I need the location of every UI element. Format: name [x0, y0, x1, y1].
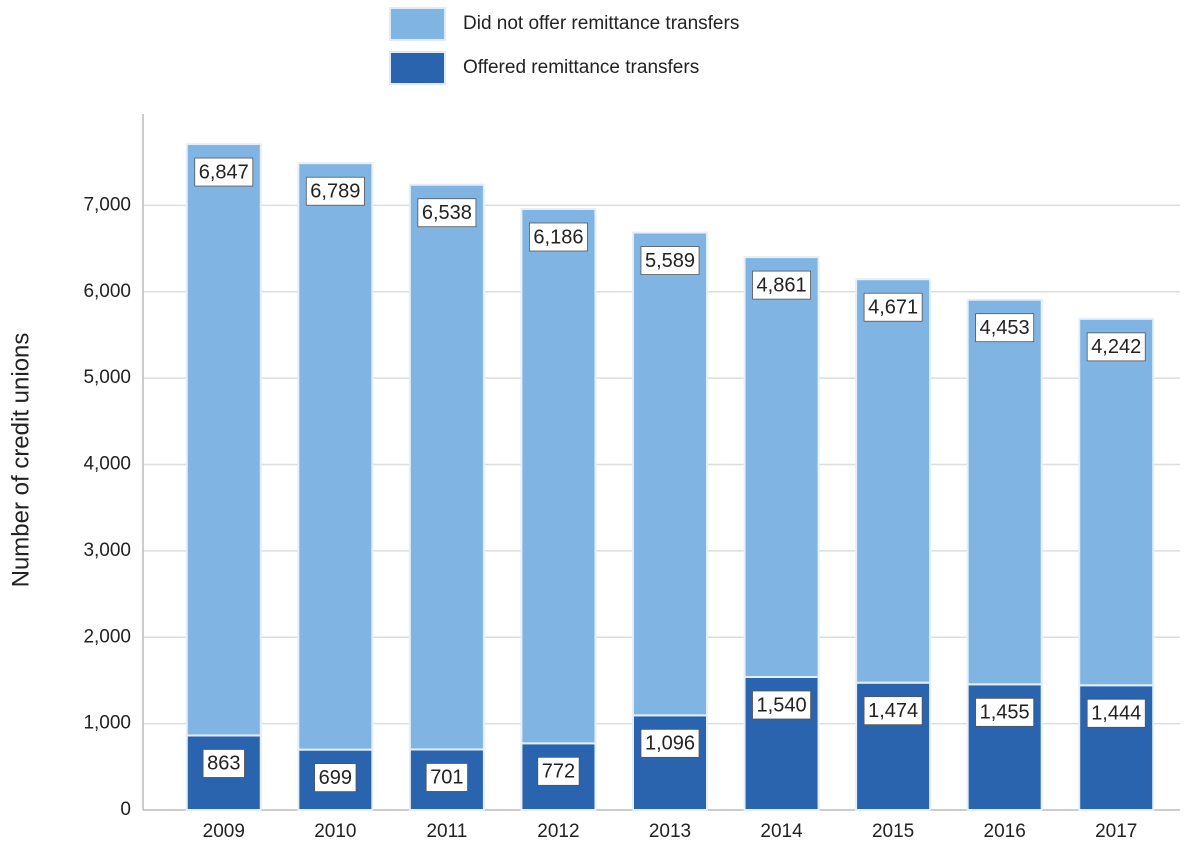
- value-label: 1,096: [645, 733, 695, 755]
- value-label-box: [314, 763, 357, 793]
- legend-swatch: [389, 7, 446, 41]
- value-label-box: [1086, 698, 1146, 728]
- value-label-box: [863, 696, 923, 726]
- bar-segment: [743, 256, 820, 678]
- value-label-box: [194, 157, 254, 187]
- y-tick-label: 5,000: [83, 367, 131, 388]
- y-tick-label: 1,000: [83, 713, 131, 734]
- value-label: 772: [542, 761, 575, 783]
- legend-swatch: [389, 51, 446, 85]
- value-label: 6,847: [199, 161, 249, 183]
- value-label: 1,540: [757, 694, 807, 716]
- x-tick-label: 2016: [984, 821, 1026, 842]
- value-label-box: [529, 222, 588, 252]
- value-label: 6,186: [533, 226, 583, 248]
- bar-segment: [408, 183, 485, 751]
- y-tick-label: 4,000: [83, 454, 131, 475]
- legend-label: Offered remittance transfers: [463, 57, 699, 78]
- value-label: 699: [319, 767, 352, 789]
- value-label: 1,444: [1091, 703, 1141, 725]
- value-label: 1,455: [980, 702, 1030, 724]
- value-label-box: [752, 270, 811, 300]
- value-label: 6,538: [422, 202, 472, 224]
- y-tick-label: 2,000: [83, 626, 131, 647]
- x-tick-label: 2012: [537, 821, 579, 842]
- y-tick-label: 0: [120, 799, 131, 820]
- value-label: 4,671: [868, 297, 918, 319]
- value-label-box: [975, 697, 1035, 727]
- x-tick-label: 2013: [649, 821, 691, 842]
- y-tick-label: 7,000: [83, 194, 131, 215]
- value-label: 4,242: [1091, 336, 1141, 358]
- value-label: 4,453: [980, 317, 1030, 339]
- value-label-box: [425, 763, 468, 792]
- value-label-box: [752, 690, 811, 720]
- x-tick-label: 2011: [426, 821, 467, 842]
- value-label-box: [1086, 332, 1146, 362]
- bar-segment: [632, 231, 708, 717]
- x-tick-label: 2009: [203, 821, 245, 842]
- value-label-box: [863, 292, 923, 322]
- value-label-box: [305, 176, 365, 206]
- x-tick-label: 2010: [314, 821, 356, 842]
- value-label: 701: [430, 767, 463, 789]
- value-label-box: [975, 313, 1035, 343]
- value-label-box: [640, 246, 700, 275]
- x-tick-label: 2017: [1095, 821, 1137, 842]
- y-axis-label: Number of credit unions: [7, 333, 34, 588]
- x-tick-label: 2014: [760, 821, 803, 842]
- value-label: 5,589: [645, 250, 695, 272]
- bar-segment: [185, 143, 262, 737]
- y-tick-label: 3,000: [83, 540, 131, 561]
- value-label-box: [417, 198, 477, 228]
- value-label: 1,474: [868, 700, 918, 722]
- x-tick-label: 2015: [872, 821, 914, 842]
- value-label: 6,789: [310, 181, 360, 203]
- value-label-box: [640, 728, 700, 758]
- legend-label: Did not offer remittance transfers: [463, 13, 739, 34]
- value-label-box: [202, 749, 245, 778]
- value-label: 863: [207, 753, 240, 775]
- bar-segment: [1078, 317, 1155, 687]
- value-label-box: [537, 756, 580, 786]
- value-label: 4,861: [757, 274, 807, 296]
- y-tick-label: 6,000: [83, 281, 131, 302]
- bar-segment: [855, 278, 932, 684]
- bar-segment: [966, 298, 1043, 686]
- bar-segment: [297, 162, 374, 751]
- bar-segment: [520, 208, 597, 745]
